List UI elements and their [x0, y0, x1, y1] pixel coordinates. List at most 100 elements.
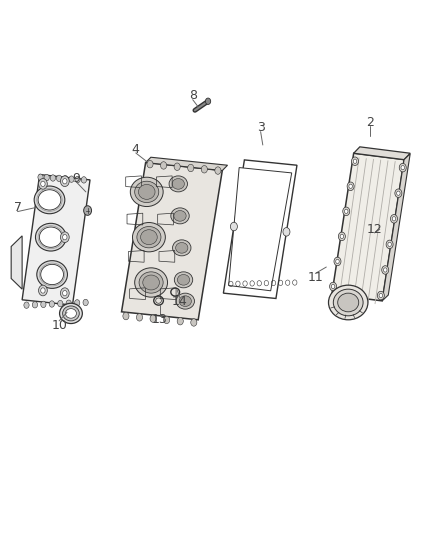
Circle shape — [39, 179, 47, 189]
Circle shape — [353, 159, 357, 164]
Ellipse shape — [141, 230, 157, 245]
Circle shape — [344, 209, 348, 214]
Ellipse shape — [137, 227, 161, 248]
Circle shape — [377, 291, 385, 300]
Circle shape — [329, 282, 336, 291]
Circle shape — [379, 293, 382, 297]
Circle shape — [399, 163, 406, 172]
Circle shape — [283, 228, 290, 236]
Ellipse shape — [171, 208, 189, 224]
Ellipse shape — [134, 268, 167, 297]
Circle shape — [336, 260, 339, 264]
Ellipse shape — [132, 222, 166, 252]
Circle shape — [74, 300, 80, 306]
Circle shape — [187, 164, 194, 172]
Ellipse shape — [138, 184, 155, 199]
Circle shape — [347, 182, 354, 191]
Circle shape — [147, 160, 153, 168]
Polygon shape — [145, 157, 228, 171]
Ellipse shape — [179, 296, 191, 306]
Polygon shape — [382, 154, 410, 301]
Circle shape — [396, 191, 400, 196]
Text: 8: 8 — [189, 90, 197, 102]
Circle shape — [60, 176, 69, 187]
Circle shape — [205, 98, 211, 104]
Polygon shape — [332, 154, 404, 301]
Circle shape — [66, 300, 71, 306]
Ellipse shape — [143, 275, 159, 290]
Circle shape — [63, 179, 67, 184]
Circle shape — [338, 232, 346, 241]
Circle shape — [390, 215, 398, 223]
Ellipse shape — [338, 293, 359, 312]
Text: 9: 9 — [73, 172, 81, 185]
Circle shape — [395, 189, 402, 198]
Polygon shape — [229, 167, 292, 291]
Polygon shape — [223, 160, 297, 298]
Circle shape — [63, 175, 68, 182]
Circle shape — [401, 165, 405, 169]
Polygon shape — [11, 236, 22, 289]
Circle shape — [215, 167, 221, 174]
Text: 12: 12 — [367, 223, 382, 236]
Text: 3: 3 — [257, 122, 265, 134]
Circle shape — [137, 313, 143, 321]
Circle shape — [384, 268, 387, 272]
Ellipse shape — [35, 223, 66, 251]
Circle shape — [83, 299, 88, 305]
Circle shape — [163, 316, 170, 324]
Circle shape — [38, 174, 43, 180]
Circle shape — [381, 266, 389, 274]
Circle shape — [60, 288, 69, 298]
Polygon shape — [121, 163, 223, 320]
Ellipse shape — [139, 272, 163, 293]
Polygon shape — [354, 147, 410, 160]
Ellipse shape — [333, 289, 363, 316]
Text: 11: 11 — [307, 271, 323, 284]
Circle shape — [50, 175, 56, 181]
Circle shape — [60, 232, 69, 243]
Ellipse shape — [39, 227, 62, 247]
Circle shape — [334, 257, 341, 266]
Circle shape — [41, 301, 46, 308]
Ellipse shape — [176, 243, 188, 253]
Ellipse shape — [174, 272, 193, 288]
Circle shape — [44, 174, 49, 181]
Circle shape — [174, 163, 180, 171]
Circle shape — [58, 301, 63, 307]
Circle shape — [349, 184, 352, 189]
Ellipse shape — [34, 186, 65, 214]
Ellipse shape — [173, 240, 191, 256]
Circle shape — [388, 242, 392, 246]
Text: 13: 13 — [152, 313, 168, 326]
Circle shape — [160, 161, 166, 169]
Circle shape — [63, 235, 67, 240]
Circle shape — [177, 318, 183, 325]
Text: 10: 10 — [51, 319, 67, 332]
Text: 7: 7 — [14, 201, 21, 214]
Circle shape — [191, 319, 197, 326]
Circle shape — [343, 207, 350, 216]
Circle shape — [331, 285, 335, 289]
Ellipse shape — [174, 211, 186, 221]
Ellipse shape — [66, 309, 76, 318]
Circle shape — [123, 312, 129, 320]
Ellipse shape — [169, 176, 187, 192]
Circle shape — [84, 206, 92, 215]
Circle shape — [24, 302, 29, 308]
Ellipse shape — [63, 306, 79, 321]
Ellipse shape — [41, 264, 64, 285]
Circle shape — [351, 157, 359, 165]
Circle shape — [39, 285, 47, 296]
Text: 2: 2 — [366, 116, 374, 129]
Text: 14: 14 — [172, 295, 187, 308]
Circle shape — [201, 166, 208, 173]
Circle shape — [69, 176, 74, 182]
Circle shape — [49, 301, 54, 307]
Circle shape — [340, 235, 343, 239]
Circle shape — [230, 222, 237, 231]
Ellipse shape — [135, 181, 159, 203]
Ellipse shape — [176, 293, 194, 309]
Circle shape — [75, 176, 80, 183]
Circle shape — [81, 176, 86, 183]
